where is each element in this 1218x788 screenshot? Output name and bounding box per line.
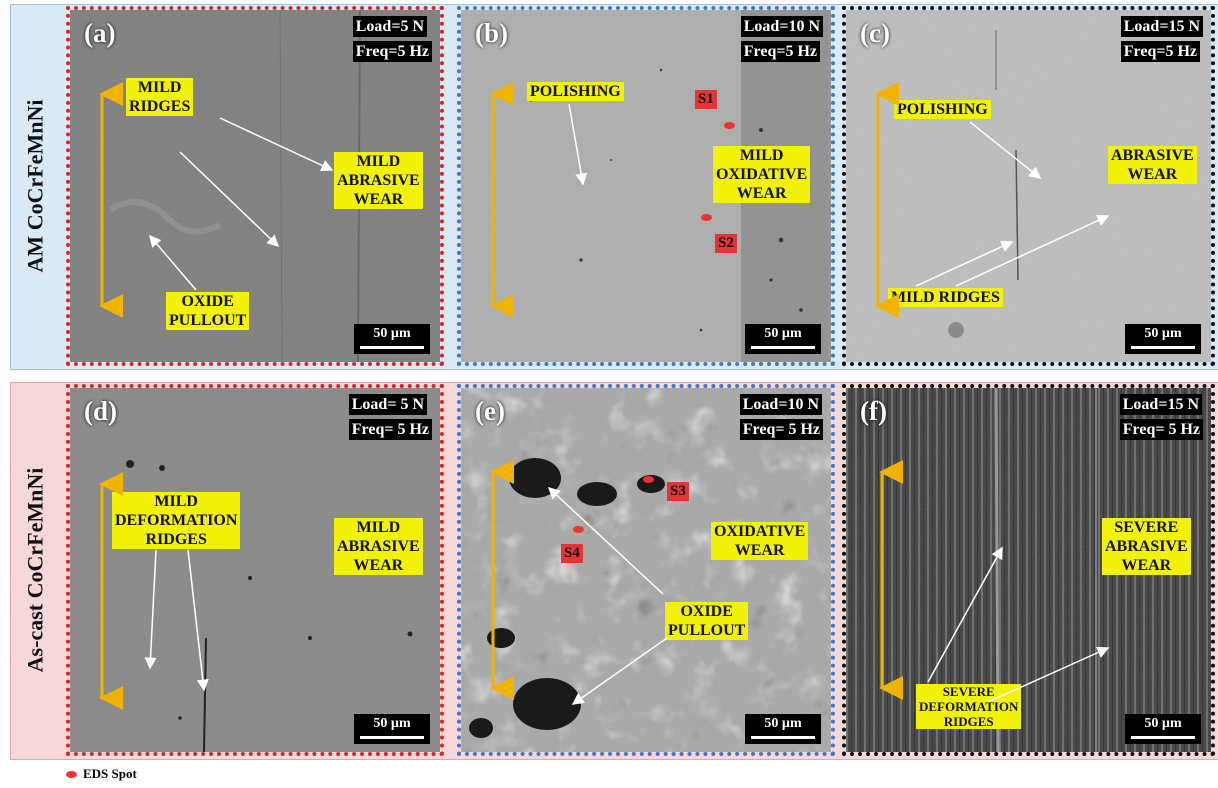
panel-e-label: (e)	[475, 396, 505, 426]
row-label-am: AM CoCrFeMnNi	[12, 4, 58, 368]
scale-bar-b: 50 µm	[745, 324, 821, 354]
annotation-abrasive-wear: ABRASIVE WEAR	[1108, 146, 1197, 184]
freq-label: Freq= 5 Hz	[739, 419, 823, 440]
freq-label: Freq=5 Hz	[740, 41, 820, 62]
annotation-mild-ridges: MILD RIDGES	[126, 78, 194, 116]
legend: EDS Spot	[66, 766, 137, 782]
annotation-mild-deformation-ridges: MILD DEFORMATION RIDGES	[112, 492, 241, 549]
eds-spot-s2	[701, 214, 712, 221]
annotation-mild-abrasive-wear: MILD ABRASIVE WEAR	[334, 518, 423, 575]
panel-b: (b) Load=10 N Freq=5 Hz POLISHING MILD OX…	[457, 6, 835, 366]
annotation-oxide-pullout: OXIDE PULLOUT	[166, 292, 250, 330]
annotation-mild-abrasive-wear: MILD ABRASIVE WEAR	[334, 152, 423, 209]
annotation-oxidative-wear: OXIDATIVE WEAR	[711, 522, 809, 560]
eds-spot-label-s1: S1	[695, 90, 717, 109]
row-label-ascast: As-cast CoCrFeMnNi	[12, 382, 58, 758]
annotation-polishing: POLISHING	[894, 100, 991, 119]
panel-a-conditions: Load=5 N Freq=5 Hz	[352, 16, 432, 62]
eds-spot-label-s2: S2	[715, 234, 737, 253]
row-label-ascast-text: As-cast CoCrFeMnNi	[22, 467, 48, 673]
panel-a-label: (a)	[84, 18, 116, 48]
freq-label: Freq= 5 Hz	[348, 419, 432, 440]
scale-bar-d: 50 µm	[354, 714, 430, 744]
panel-b-label: (b)	[475, 18, 508, 48]
panel-e-conditions: Load=10 N Freq= 5 Hz	[739, 394, 823, 440]
panel-b-conditions: Load=10 N Freq=5 Hz	[740, 16, 823, 62]
panel-d: (d) Load= 5 N Freq= 5 Hz MILD DEFORMATION…	[66, 384, 444, 756]
sem-image-c	[846, 10, 1211, 362]
annotation-severe-deformation-ridges: SEVERE DEFORMATION RIDGES	[916, 684, 1022, 729]
sem-image-e	[461, 388, 831, 752]
eds-spot-marker-icon	[66, 770, 77, 778]
row-label-am-text: AM CoCrFeMnNi	[22, 99, 47, 273]
freq-label: Freq= 5 Hz	[1119, 419, 1203, 440]
panel-f-conditions: Load=15 N Freq= 5 Hz	[1119, 394, 1203, 440]
panel-c-conditions: Load=15 N Freq=5 Hz	[1120, 16, 1203, 62]
load-label: Load= 5 N	[348, 394, 427, 415]
panel-e: (e) Load=10 N Freq= 5 Hz OXIDATIVE WEAR O…	[457, 384, 835, 756]
eds-spot-label-s4: S4	[561, 544, 583, 563]
eds-spot-label-s3: S3	[667, 482, 689, 501]
load-label: Load=15 N	[1120, 16, 1203, 37]
panel-a: (a) Load=5 N Freq=5 Hz MILD RIDGES MILD AB…	[66, 6, 444, 366]
sem-image-d	[70, 388, 440, 752]
eds-spot-s3	[643, 476, 654, 483]
load-label: Load=15 N	[1119, 394, 1202, 415]
eds-spot-s1	[724, 122, 735, 129]
scale-bar-e: 50 µm	[745, 714, 821, 744]
freq-label: Freq=5 Hz	[1120, 41, 1200, 62]
load-label: Load=10 N	[740, 16, 823, 37]
scale-bar-c: 50 µm	[1125, 324, 1201, 354]
annotation-mild-oxidative-wear: MILD OXIDATIVE WEAR	[713, 146, 811, 203]
scale-bar-f: 50 µm	[1125, 714, 1201, 744]
load-label: Load=5 N	[352, 16, 427, 37]
panel-f-label: (f)	[860, 396, 887, 426]
eds-spot-s4	[573, 526, 584, 533]
panel-d-label: (d)	[84, 396, 117, 426]
annotation-oxide-pullout: OXIDE PULLOUT	[665, 602, 749, 640]
legend-label: EDS Spot	[83, 766, 137, 781]
panel-c: (c) Load=15 N Freq=5 Hz POLISHING ABRASI…	[842, 6, 1215, 366]
freq-label: Freq=5 Hz	[352, 41, 432, 62]
panel-c-label: (c)	[860, 18, 890, 48]
panel-d-conditions: Load= 5 N Freq= 5 Hz	[348, 394, 432, 440]
annotation-mild-ridges: MILD RIDGES	[888, 288, 1003, 307]
annotation-severe-abrasive-wear: SEVERE ABRASIVE WEAR	[1102, 518, 1191, 575]
panel-f: (f) Load=15 N Freq= 5 Hz SEVERE ABRASIVE W…	[842, 384, 1215, 756]
scale-bar-a: 50 µm	[354, 324, 430, 354]
load-label: Load=10 N	[739, 394, 822, 415]
annotation-polishing: POLISHING	[527, 82, 624, 101]
